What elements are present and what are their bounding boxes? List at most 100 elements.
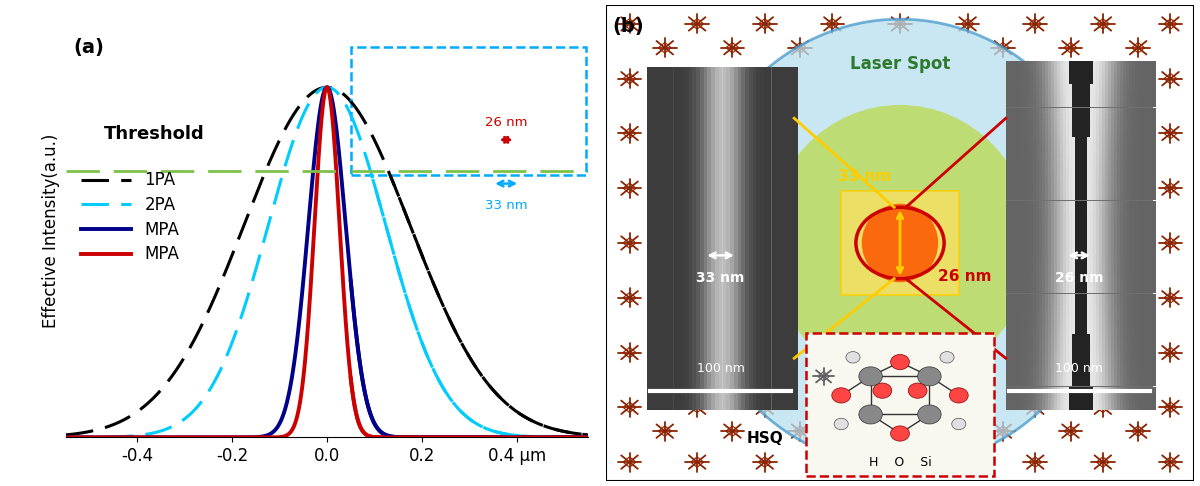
Bar bbox=[1141, 235, 1144, 241]
Bar bbox=[1021, 137, 1024, 142]
Bar bbox=[1075, 79, 1078, 84]
Bar bbox=[1117, 369, 1120, 375]
Bar bbox=[1078, 148, 1081, 154]
Bar bbox=[1009, 386, 1012, 392]
Bar bbox=[1084, 131, 1087, 137]
Bar bbox=[1042, 131, 1045, 137]
Bar bbox=[1033, 67, 1036, 72]
Bar bbox=[1006, 172, 1009, 177]
Bar bbox=[1012, 119, 1015, 125]
Bar bbox=[1063, 398, 1066, 404]
Bar bbox=[1114, 67, 1117, 72]
Bar bbox=[1015, 264, 1018, 270]
Bar bbox=[1102, 404, 1105, 410]
Bar bbox=[1039, 102, 1042, 107]
Bar bbox=[1090, 253, 1093, 259]
Bar bbox=[1015, 305, 1018, 311]
Bar bbox=[722, 67, 726, 410]
Bar bbox=[1033, 386, 1036, 392]
Bar bbox=[1087, 264, 1090, 270]
Bar bbox=[1114, 282, 1117, 288]
Bar bbox=[1129, 282, 1132, 288]
Bar bbox=[1153, 276, 1156, 282]
Bar bbox=[1042, 334, 1045, 340]
Bar bbox=[1048, 392, 1051, 398]
Bar bbox=[1012, 323, 1015, 329]
Bar bbox=[1066, 183, 1069, 189]
Bar bbox=[1087, 79, 1090, 84]
Bar bbox=[1039, 369, 1042, 375]
Bar bbox=[1081, 172, 1084, 177]
Bar bbox=[1129, 392, 1132, 398]
Bar bbox=[1024, 346, 1027, 351]
Bar bbox=[1036, 212, 1039, 218]
Bar bbox=[1018, 67, 1021, 72]
Bar bbox=[1030, 229, 1033, 235]
Bar bbox=[1081, 142, 1084, 148]
Bar bbox=[1030, 148, 1033, 154]
Bar bbox=[1102, 90, 1105, 96]
Bar bbox=[715, 67, 719, 410]
Bar bbox=[1024, 154, 1027, 160]
Bar bbox=[1132, 177, 1135, 183]
Bar bbox=[1102, 264, 1105, 270]
Bar bbox=[1144, 84, 1147, 90]
Bar bbox=[1069, 102, 1072, 107]
Bar bbox=[1135, 398, 1138, 404]
Bar bbox=[1117, 207, 1120, 212]
Bar bbox=[1108, 358, 1111, 363]
Bar bbox=[1066, 113, 1069, 119]
Bar bbox=[1105, 282, 1108, 288]
Bar bbox=[1048, 317, 1051, 323]
Bar bbox=[1096, 229, 1099, 235]
Bar bbox=[1138, 125, 1141, 131]
Bar bbox=[1018, 73, 1021, 78]
Bar bbox=[1129, 195, 1132, 200]
Bar bbox=[1075, 119, 1078, 125]
Bar bbox=[1051, 142, 1054, 148]
Bar bbox=[1147, 264, 1150, 270]
Bar bbox=[1084, 276, 1087, 282]
Bar bbox=[1048, 137, 1051, 142]
Bar bbox=[1153, 131, 1156, 137]
Bar bbox=[1105, 369, 1108, 375]
Bar bbox=[1105, 96, 1108, 102]
Bar bbox=[1036, 229, 1039, 235]
Bar bbox=[1027, 102, 1030, 107]
Bar bbox=[1030, 299, 1033, 305]
Bar bbox=[1021, 259, 1024, 264]
Bar bbox=[1153, 253, 1156, 259]
Bar bbox=[1039, 131, 1042, 137]
Bar bbox=[1036, 79, 1039, 84]
Bar bbox=[1105, 119, 1108, 125]
Bar bbox=[1150, 96, 1153, 102]
Bar bbox=[1087, 177, 1090, 183]
Bar bbox=[1141, 67, 1144, 72]
Bar bbox=[1138, 253, 1141, 259]
Bar bbox=[1042, 172, 1045, 177]
Bar bbox=[1027, 247, 1030, 253]
Bar bbox=[1093, 107, 1096, 113]
Text: 26 nm: 26 nm bbox=[1055, 271, 1104, 285]
Bar bbox=[1015, 148, 1018, 154]
Bar bbox=[1084, 61, 1087, 67]
Bar bbox=[1141, 294, 1144, 299]
Bar bbox=[1039, 107, 1042, 113]
Bar bbox=[1078, 137, 1081, 142]
Bar bbox=[1117, 282, 1120, 288]
Bar bbox=[1135, 189, 1138, 195]
Bar bbox=[1099, 148, 1102, 154]
Bar bbox=[1054, 259, 1057, 264]
Bar bbox=[1105, 201, 1108, 206]
Bar bbox=[1126, 229, 1129, 235]
Bar bbox=[1150, 299, 1153, 305]
Bar bbox=[1153, 299, 1156, 305]
Bar bbox=[1138, 276, 1141, 282]
Bar bbox=[1111, 131, 1114, 137]
Bar bbox=[1144, 329, 1147, 334]
Bar bbox=[1015, 311, 1018, 317]
Bar bbox=[1054, 329, 1057, 334]
Bar bbox=[1027, 253, 1030, 259]
Bar bbox=[1036, 189, 1039, 195]
Bar bbox=[1027, 218, 1030, 224]
